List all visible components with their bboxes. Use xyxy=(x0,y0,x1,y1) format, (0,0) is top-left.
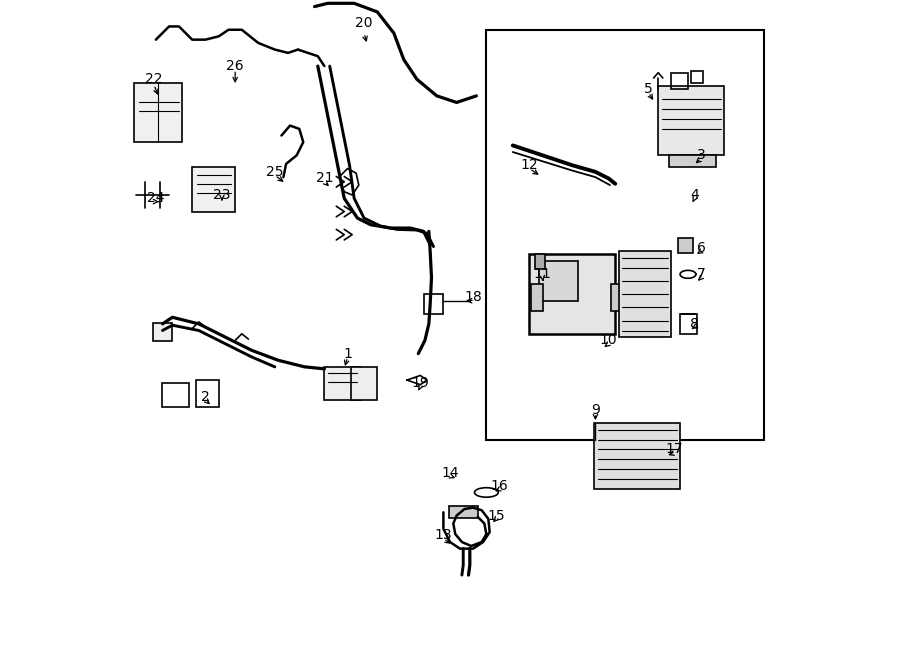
Bar xyxy=(351,367,377,400)
Text: 24: 24 xyxy=(147,191,165,206)
Text: 6: 6 xyxy=(697,241,706,255)
Bar xyxy=(678,238,693,253)
Text: 20: 20 xyxy=(356,16,373,30)
Text: 15: 15 xyxy=(488,508,505,523)
Text: 25: 25 xyxy=(266,165,284,179)
Bar xyxy=(691,71,703,83)
Bar xyxy=(193,167,235,212)
Text: 11: 11 xyxy=(534,267,552,282)
Bar xyxy=(486,30,764,440)
Text: 13: 13 xyxy=(435,528,452,543)
Bar xyxy=(449,506,479,518)
Text: 9: 9 xyxy=(591,403,600,417)
Text: 23: 23 xyxy=(213,188,230,202)
Text: 19: 19 xyxy=(411,376,429,391)
Bar xyxy=(195,380,219,407)
Bar xyxy=(611,284,623,311)
Text: 2: 2 xyxy=(201,389,210,404)
Text: 7: 7 xyxy=(697,267,706,282)
Text: 16: 16 xyxy=(491,479,508,493)
Text: 22: 22 xyxy=(145,72,163,87)
Bar xyxy=(324,367,361,400)
Bar xyxy=(153,323,173,341)
Bar xyxy=(618,251,671,337)
Bar xyxy=(658,86,724,155)
Bar xyxy=(529,254,616,334)
Text: 4: 4 xyxy=(690,188,699,202)
Text: 10: 10 xyxy=(599,333,617,348)
Bar xyxy=(531,284,543,311)
Bar xyxy=(163,383,189,407)
Bar xyxy=(680,314,697,334)
Text: 5: 5 xyxy=(644,82,652,97)
Text: 8: 8 xyxy=(690,317,699,331)
Bar xyxy=(594,423,680,489)
Text: 18: 18 xyxy=(464,290,482,305)
Bar xyxy=(671,73,688,89)
Text: 3: 3 xyxy=(697,148,706,163)
Text: 26: 26 xyxy=(227,59,244,73)
Text: 17: 17 xyxy=(666,442,684,457)
Bar xyxy=(535,254,545,269)
Text: 21: 21 xyxy=(316,171,333,186)
Text: 14: 14 xyxy=(441,465,459,480)
Bar xyxy=(134,83,182,142)
Text: 1: 1 xyxy=(343,346,352,361)
Text: 12: 12 xyxy=(520,158,538,173)
Bar xyxy=(670,155,716,167)
Bar xyxy=(538,261,578,301)
Bar xyxy=(424,294,444,314)
